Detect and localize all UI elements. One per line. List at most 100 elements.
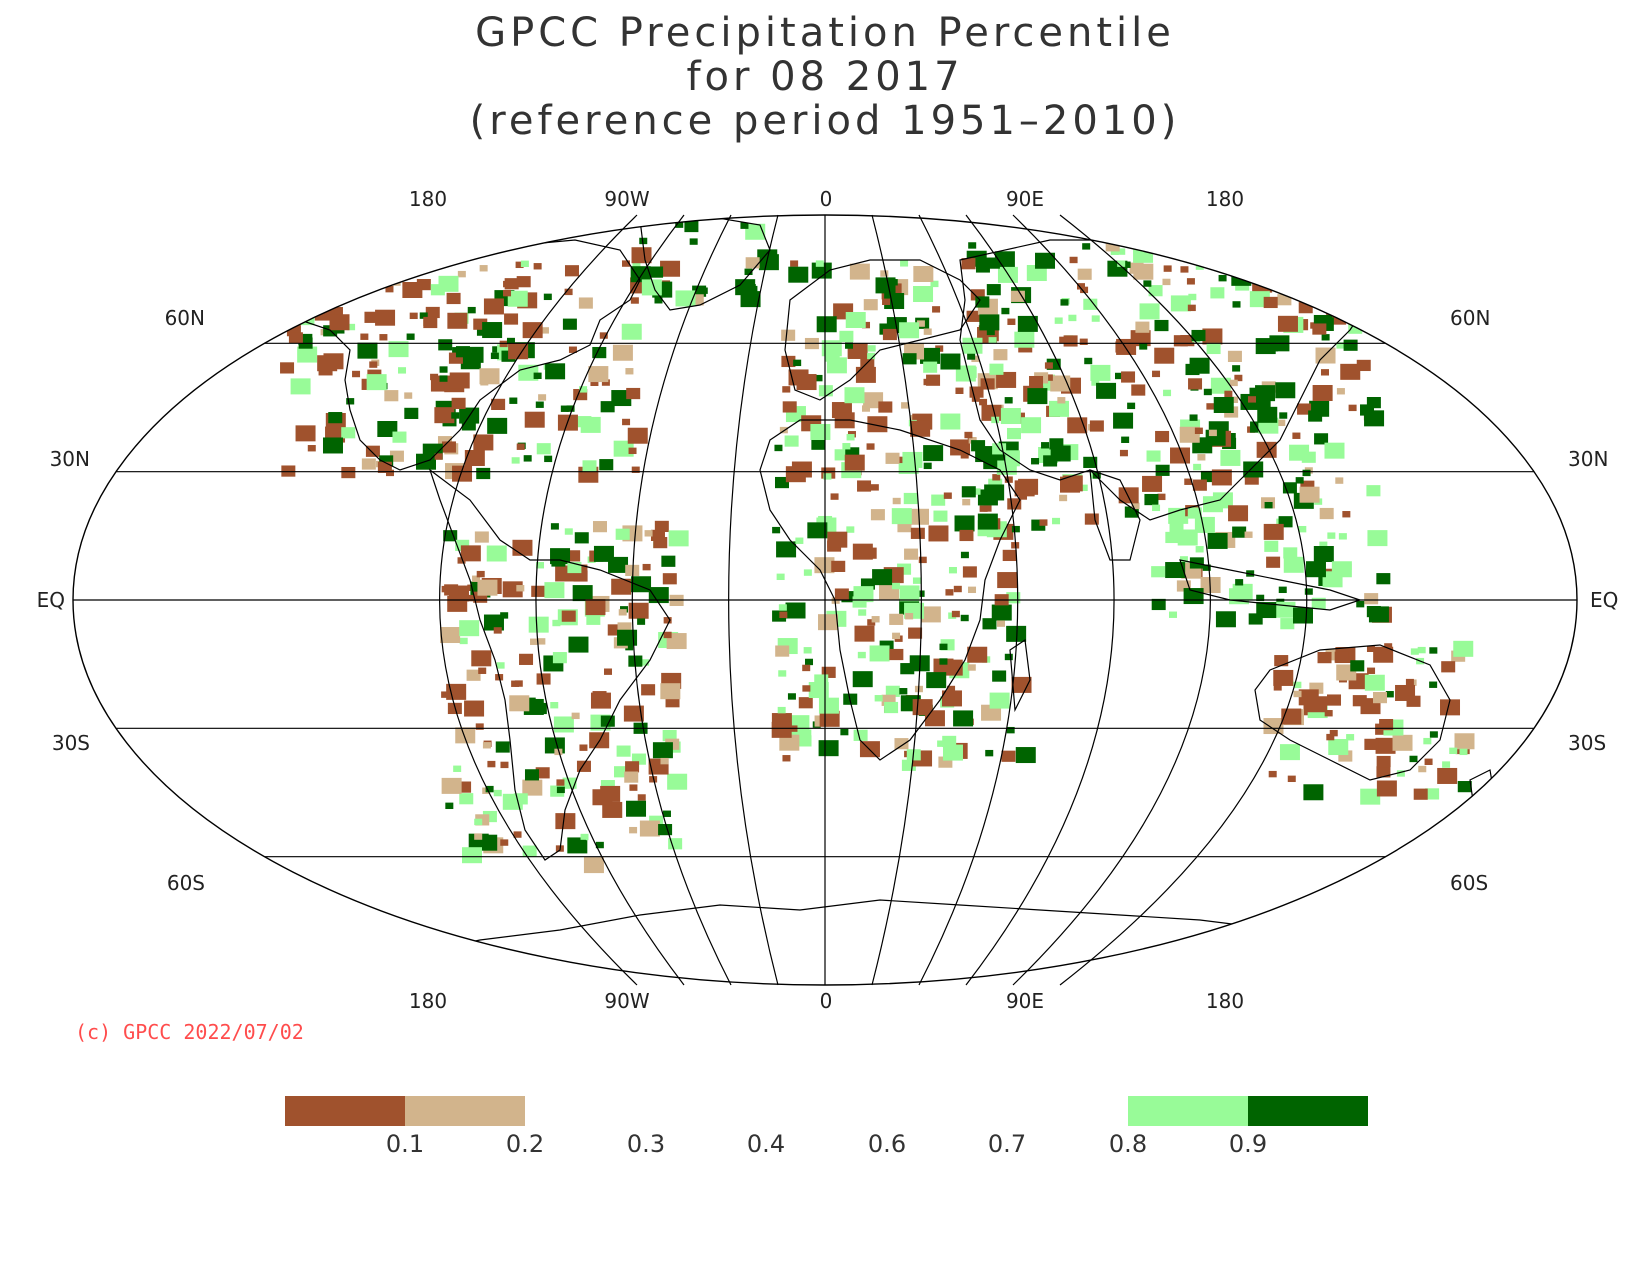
precip-cell [675, 290, 696, 307]
precip-cell [988, 478, 1003, 490]
precip-cell [1266, 556, 1281, 568]
precip-cell [1356, 359, 1371, 372]
legend-label-0-7: 0.7 [987, 1130, 1027, 1158]
precip-cell [553, 716, 574, 733]
precip-cell [1327, 694, 1342, 706]
precip-cell [524, 769, 539, 781]
precip-cell [1405, 678, 1414, 686]
precip-cell [1202, 564, 1211, 571]
precip-cell [1275, 601, 1296, 618]
precip-cell [328, 262, 349, 279]
precip-cell [1156, 242, 1171, 254]
precip-cell [955, 387, 964, 394]
precip-cell [1117, 248, 1126, 255]
precip-cell [409, 312, 418, 320]
precip-cell [1287, 775, 1296, 783]
precip-cell [583, 857, 604, 874]
precip-cell [1211, 469, 1232, 486]
precip-cell [579, 386, 588, 393]
precip-cell [329, 314, 350, 331]
precip-cell [785, 602, 806, 619]
precip-cell [416, 278, 431, 291]
precip-cell [858, 609, 867, 616]
precip-cell [654, 297, 663, 304]
precip-cell [1117, 260, 1126, 267]
lat-label-right-60s: 60S [1450, 871, 1488, 895]
precip-cell [903, 516, 912, 523]
precip-cell [1139, 303, 1160, 320]
precip-cell [1035, 252, 1056, 269]
precip-cell [1206, 342, 1221, 355]
precip-cell [624, 771, 639, 783]
precip-cell [544, 455, 553, 463]
precip-cell [668, 530, 689, 547]
precip-cell [825, 347, 840, 359]
precip-cell [1189, 414, 1198, 421]
precip-cell [483, 614, 504, 631]
precip-cell [440, 627, 461, 644]
precip-cell [1313, 546, 1334, 563]
precip-cell [592, 691, 607, 703]
lat-label-right-eq: EQ [1590, 588, 1618, 612]
precip-cell [878, 401, 893, 413]
precip-cell [562, 318, 577, 330]
precip-cell [796, 374, 817, 391]
precip-cell [1154, 347, 1175, 364]
precip-cell [473, 591, 488, 603]
precip-cell [825, 355, 834, 362]
precip-cell [516, 276, 531, 288]
precip-cell [867, 352, 876, 360]
precip-cell [901, 759, 916, 771]
precip-cell [903, 492, 918, 505]
precip-cell [1325, 649, 1340, 661]
precip-cell [982, 618, 997, 630]
precip-cell [1324, 442, 1345, 459]
precip-cell [1342, 251, 1357, 263]
precip-cell [853, 729, 868, 741]
precip-cell [968, 586, 977, 594]
precip-cell [1308, 410, 1323, 422]
lat-label-left-eq: EQ [37, 588, 65, 612]
precip-cell [1180, 266, 1189, 273]
precip-cell [366, 374, 387, 391]
precip-cell [1062, 475, 1083, 492]
precip-cell [666, 633, 687, 650]
precip-cell [1091, 379, 1100, 386]
precip-cell [1157, 493, 1166, 501]
precip-cell [803, 569, 812, 576]
precip-cell [538, 394, 547, 401]
precip-cell [1206, 403, 1215, 410]
precip-cell [950, 439, 971, 456]
precip-cell [1319, 541, 1328, 549]
precip-cell [867, 416, 888, 433]
precip-cell [434, 407, 455, 424]
precip-cell [1052, 517, 1061, 525]
precip-cell [1425, 788, 1440, 800]
precip-cell [1200, 470, 1215, 483]
precip-cell [357, 342, 378, 359]
meridian-line [1059, 214, 1308, 986]
precip-cell [425, 306, 440, 319]
precip-cell [451, 412, 460, 419]
precip-cell [580, 833, 589, 841]
precip-cell [975, 261, 990, 273]
precip-cell [1186, 278, 1195, 285]
precip-cell [1151, 598, 1166, 611]
precip-cell [1344, 300, 1365, 317]
coast-africa [759, 419, 1021, 761]
precip-cell [772, 610, 787, 622]
precip-cell [1360, 788, 1381, 805]
precip-cell [473, 318, 488, 330]
precip-cell [1059, 494, 1068, 502]
precip-cell [530, 638, 539, 645]
meridian-line [918, 214, 1019, 986]
precip-cell [839, 330, 854, 342]
precip-cell [600, 780, 615, 792]
precip-cell [1343, 339, 1358, 351]
precip-cell [1255, 257, 1276, 274]
precip-cell [564, 265, 579, 277]
precip-cell [503, 289, 512, 297]
precip-cell [1146, 450, 1161, 462]
precip-cell [884, 293, 905, 310]
precip-cell [1274, 655, 1289, 667]
